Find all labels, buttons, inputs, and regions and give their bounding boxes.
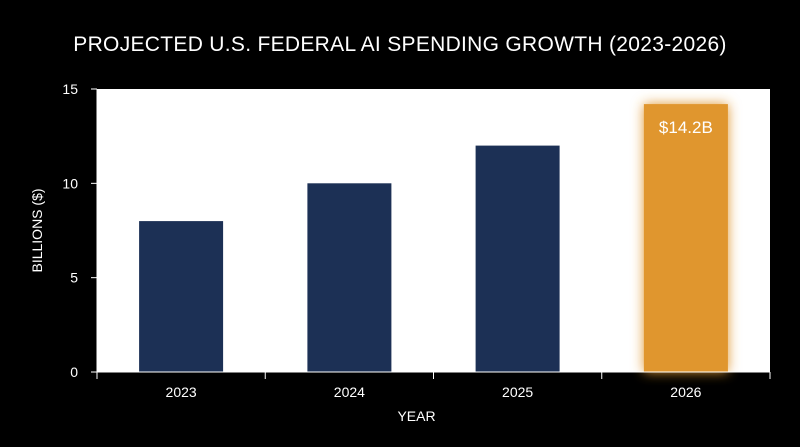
y-tick-label-10: 10 <box>62 175 78 191</box>
y-axis-label: BILLIONS ($) <box>29 188 45 272</box>
axes-group: 0 5 10 15 2023 2024 2025 2026 <box>62 81 771 400</box>
data-label-2026: $14.2B <box>659 118 713 137</box>
bar-2025 <box>475 145 560 372</box>
chart-title: PROJECTED U.S. FEDERAL AI SPENDING GROWT… <box>73 33 727 56</box>
x-tick-label-2023: 2023 <box>166 384 197 400</box>
x-tick-label-2025: 2025 <box>502 384 533 400</box>
y-tick-label-5: 5 <box>70 270 78 286</box>
bar-2024 <box>307 183 392 372</box>
y-tick-label-0: 0 <box>70 364 78 380</box>
x-tick-label-2026: 2026 <box>670 384 701 400</box>
bar-2023 <box>139 221 224 372</box>
bar-2026 <box>643 104 728 372</box>
x-tick-label-2024: 2024 <box>334 384 365 400</box>
bars-group: $14.2B <box>139 104 728 372</box>
y-tick-label-15: 15 <box>62 81 78 97</box>
x-axis-label: YEAR <box>397 408 435 424</box>
